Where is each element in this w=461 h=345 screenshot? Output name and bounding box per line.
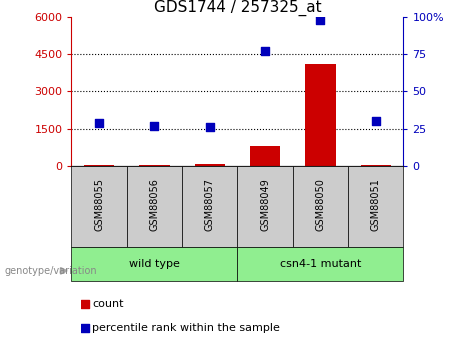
Text: percentile rank within the sample: percentile rank within the sample xyxy=(92,323,280,333)
Point xyxy=(206,124,213,130)
Bar xyxy=(293,166,348,247)
Bar xyxy=(84,165,114,166)
Bar xyxy=(237,166,293,247)
Point xyxy=(124,278,131,284)
Point xyxy=(372,118,379,124)
Text: count: count xyxy=(92,299,124,308)
Bar xyxy=(71,166,127,247)
Text: GSM88056: GSM88056 xyxy=(149,178,160,231)
Text: GSM88049: GSM88049 xyxy=(260,178,270,231)
Bar xyxy=(195,164,225,166)
Point xyxy=(317,18,324,23)
Text: GSM88055: GSM88055 xyxy=(94,178,104,231)
Bar xyxy=(71,247,237,281)
Text: genotype/variation: genotype/variation xyxy=(5,266,97,276)
Title: GDS1744 / 257325_at: GDS1744 / 257325_at xyxy=(154,0,321,16)
Point xyxy=(261,49,269,54)
Bar xyxy=(237,247,403,281)
Bar xyxy=(361,165,391,166)
Bar xyxy=(250,146,280,166)
Text: GSM88057: GSM88057 xyxy=(205,178,215,231)
Text: GSM88050: GSM88050 xyxy=(315,178,325,231)
Bar xyxy=(182,166,237,247)
Point xyxy=(95,120,103,125)
Bar xyxy=(348,166,403,247)
Bar xyxy=(305,64,336,166)
Text: wild type: wild type xyxy=(129,259,180,269)
Bar xyxy=(127,166,182,247)
Point xyxy=(151,123,158,128)
Point xyxy=(124,254,131,259)
Text: GSM88051: GSM88051 xyxy=(371,178,381,231)
Text: csn4-1 mutant: csn4-1 mutant xyxy=(280,259,361,269)
